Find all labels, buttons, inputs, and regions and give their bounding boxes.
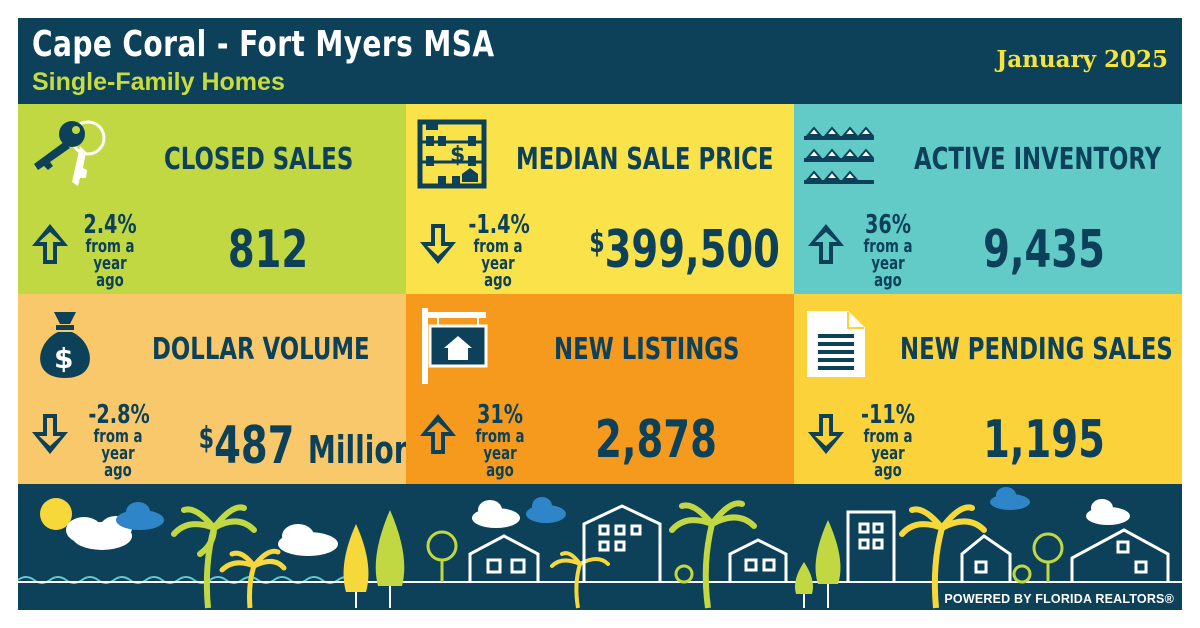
cloud-icon <box>472 500 520 528</box>
house-icon <box>728 538 788 582</box>
tile-median-sale-price: $ MEDIAN SALE PRICE -1.4% from a year ag… <box>406 104 794 294</box>
tile-closed-sales: CLOSED SALES 2.4% from a year ago 812 <box>18 104 406 294</box>
palm-tree-icon <box>171 504 257 609</box>
palm-tree-icon <box>550 551 610 609</box>
tile-label: CLOSED SALES <box>164 142 354 177</box>
change-text: year ago <box>101 443 135 481</box>
metric-unit: Million <box>307 428 406 472</box>
tree-icon <box>426 530 458 582</box>
keys-icon <box>34 120 106 186</box>
change-percent: -1.4% <box>468 210 530 240</box>
change-block: -1.4% from a year ago <box>468 210 530 291</box>
change-text: from a <box>85 236 135 257</box>
tree-icon <box>815 520 841 608</box>
bush-icon <box>674 564 694 584</box>
currency-symbol: $ <box>198 421 215 456</box>
metric-value: 9,435 <box>970 224 1118 276</box>
tile-label: NEW PENDING SALES <box>900 332 1173 367</box>
house-icon <box>1070 528 1170 582</box>
change-text: year ago <box>93 253 127 291</box>
change-percent: 2.4% <box>83 210 137 240</box>
svg-text:$: $ <box>450 143 465 168</box>
money-bag-icon: $ <box>40 312 90 378</box>
change-percent: 36% <box>864 210 912 240</box>
change-text: year ago <box>871 253 905 291</box>
building-icon <box>846 510 896 582</box>
arrow-up-icon <box>420 414 456 454</box>
change-percent: -2.8% <box>88 400 150 430</box>
tree-icon <box>375 510 405 608</box>
house-icon <box>960 534 1012 582</box>
houses-grid-icon <box>804 126 874 184</box>
bush-icon <box>1012 564 1032 584</box>
arrow-up-icon <box>808 224 844 264</box>
change-text: year ago <box>483 443 517 481</box>
change-text: from a <box>863 426 913 447</box>
change-text: year ago <box>481 253 515 291</box>
change-block: 31% from a year ago <box>472 400 528 481</box>
tree-icon <box>343 524 369 608</box>
abacus-icon: $ <box>417 119 487 189</box>
metric-number: 9,435 <box>983 220 1105 280</box>
page-subtitle: Single-Family Homes <box>32 68 285 96</box>
sun-icon <box>40 498 72 530</box>
tile-label: ACTIVE INVENTORY <box>914 142 1162 177</box>
metric-number: 399,500 <box>604 220 780 280</box>
page-title: Cape Coral - Fort Myers MSA <box>32 24 495 65</box>
svg-text:$: $ <box>54 342 73 375</box>
tile-new-listings: NEW LISTINGS 31% from a year ago 2,878 <box>406 294 794 484</box>
metric-number: 487 <box>214 416 295 476</box>
tile-active-inventory: ACTIVE INVENTORY 36% from a year ago 9,4… <box>794 104 1182 294</box>
tile-label: DOLLAR VOLUME <box>152 332 370 367</box>
tile-label: MEDIAN SALE PRICE <box>516 142 774 177</box>
cloud-icon <box>990 487 1030 510</box>
header: Cape Coral - Fort Myers MSA Single-Famil… <box>18 18 1182 104</box>
metric-value: $487 Million <box>198 420 406 472</box>
tree-icon <box>1032 532 1064 582</box>
building-icon <box>582 504 662 582</box>
change-text: from a <box>473 236 523 257</box>
cloud-icon <box>1086 499 1130 525</box>
change-block: 36% from a year ago <box>860 210 916 291</box>
metric-value: $399,500 <box>589 224 780 276</box>
change-text: year ago <box>871 443 905 481</box>
palm-tree-icon <box>669 500 757 609</box>
house-icon <box>468 534 540 582</box>
palm-tree-icon <box>899 504 987 609</box>
metric-value: 812 <box>194 224 342 276</box>
metric-number: 1,195 <box>983 410 1105 470</box>
metric-number: 812 <box>227 220 309 280</box>
palm-tree-icon <box>219 548 287 609</box>
change-percent: -11% <box>860 400 916 430</box>
arrow-up-icon <box>32 224 68 264</box>
arrow-down-icon <box>420 224 456 264</box>
report-date: January 2025 <box>996 46 1168 73</box>
powered-by-credit: POWERED BY FLORIDA REALTORS® <box>944 592 1174 606</box>
cloud-icon <box>116 502 164 530</box>
tile-label: NEW LISTINGS <box>554 332 740 367</box>
metric-value: 1,195 <box>970 414 1118 466</box>
skyline-illustration <box>18 484 1182 610</box>
for-sale-sign-icon <box>422 308 488 384</box>
change-percent: 31% <box>476 400 524 430</box>
tree-icon <box>795 562 813 608</box>
arrow-down-icon <box>808 414 844 454</box>
tile-dollar-volume: $ DOLLAR VOLUME -2.8% from a year ago $4… <box>18 294 406 484</box>
cloud-icon <box>66 516 132 550</box>
cloud-icon <box>526 497 566 523</box>
currency-symbol: $ <box>589 225 605 260</box>
metric-number: 2,878 <box>595 410 717 470</box>
change-block: -11% from a year ago <box>860 400 916 481</box>
change-text: from a <box>93 426 143 447</box>
tile-new-pending-sales: NEW PENDING SALES -11% from a year ago 1… <box>794 294 1182 484</box>
change-block: 2.4% from a year ago <box>82 210 138 291</box>
arrow-down-icon <box>32 414 68 454</box>
metric-value: 2,878 <box>582 414 730 466</box>
change-text: from a <box>863 236 913 257</box>
cloud-icon <box>278 524 338 556</box>
document-icon <box>807 311 865 377</box>
change-block: -2.8% from a year ago <box>88 400 150 481</box>
change-text: from a <box>475 426 525 447</box>
infographic-frame: Cape Coral - Fort Myers MSA Single-Famil… <box>18 18 1182 610</box>
